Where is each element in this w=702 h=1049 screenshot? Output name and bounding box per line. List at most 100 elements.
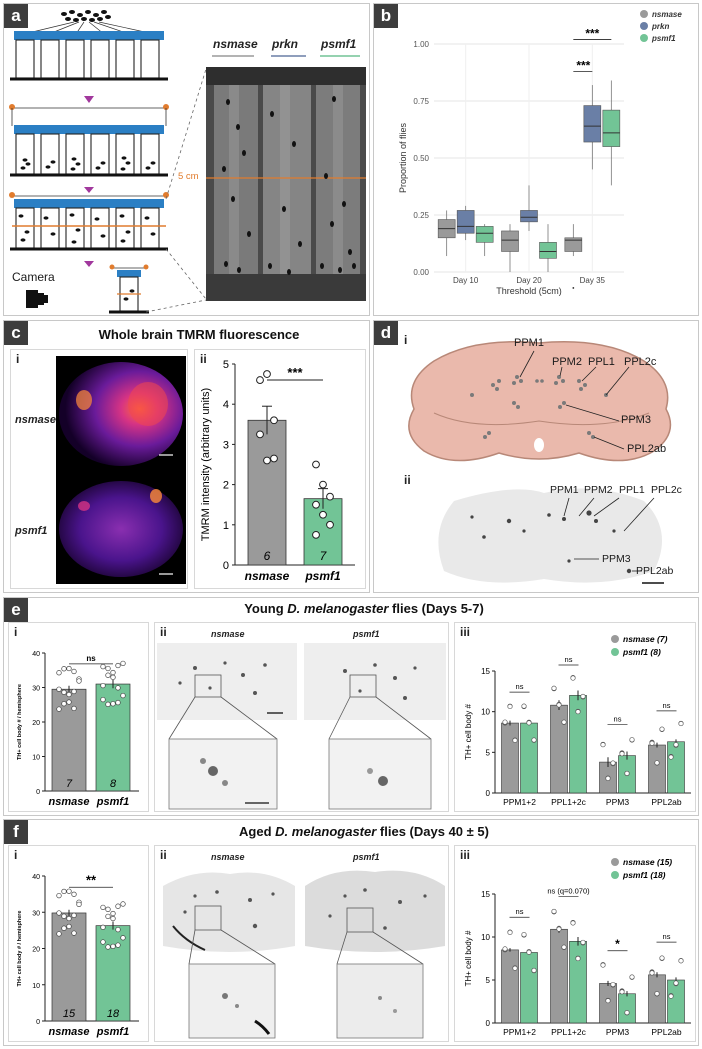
data-point (66, 888, 72, 894)
sig-label: ns (663, 932, 671, 941)
bar-chart-tmrm: 0 1 2 3 4 5 TMRM intensity (arbitrary units) 6 n… (200, 359, 355, 583)
data-point (115, 926, 121, 933)
x-tick-label: nsmase (49, 796, 90, 808)
legend-marker (611, 635, 619, 643)
x-tick-label: psmf1 (304, 569, 341, 583)
x-tick-label: psmf1 (96, 796, 129, 808)
data-point (270, 454, 278, 463)
sig-label: ns (663, 701, 671, 710)
bar-chart-th-clusters-young: 0 5 10 15 TH+ cell body # PPM1+2 ns PPL1+2c ns PP… (464, 634, 691, 807)
legend-marker (640, 10, 648, 18)
data-point (624, 770, 630, 776)
data-point (624, 1010, 630, 1016)
data-point (561, 719, 567, 725)
data-point (56, 706, 62, 712)
box-psmf1-1 (539, 242, 557, 259)
y-tick-label: 30 (32, 686, 40, 693)
bar-nsmase (247, 419, 287, 566)
data-point (319, 510, 327, 519)
single-tube (109, 264, 149, 314)
data-point (105, 944, 111, 950)
y-tick-label: 10 (32, 983, 40, 990)
legend-marker (640, 34, 648, 42)
data-point (556, 926, 562, 932)
y-tick-label: 1.00 (413, 40, 429, 49)
data-point (66, 923, 72, 930)
box-prkn-2 (583, 105, 602, 143)
data-point (619, 989, 625, 995)
fly-assay-schematic (9, 10, 366, 314)
sig-label: ns (q=0.070) (547, 887, 590, 896)
data-point (502, 946, 508, 952)
panel-f-title: Aged D. melanogaster flies (Days 40 ± 5) (34, 824, 694, 839)
data-point (556, 702, 562, 708)
panel-f-i: i 0 10 20 30 40 TH+ cell body # / hemisphere 1… (8, 845, 149, 1042)
panel-c-i: i nsmase psmf1 (10, 349, 188, 589)
outlier-point (572, 287, 575, 289)
x-tick-label: PPL2ab (651, 797, 682, 807)
tube-rack-1 (10, 31, 168, 81)
x-tick-label: Day 20 (516, 276, 542, 285)
panel-e-iii-label: iii (460, 625, 471, 639)
data-point (526, 720, 532, 726)
data-point (71, 891, 77, 897)
panel-d-ii-label: ii (404, 473, 411, 487)
sig-label: ** (86, 872, 97, 887)
data-point (502, 719, 508, 725)
y-axis-title: TH+ cell body # / hemisphere (17, 684, 23, 760)
cluster-label-ppl2c-ii: PPL2c (651, 484, 682, 496)
y-tick-label: 20 (32, 947, 40, 954)
tube-rack-3 (9, 192, 169, 251)
x-tick-label: Day 35 (580, 276, 606, 285)
y-tick-label: 0 (223, 560, 229, 572)
panel-e-title-prefix: Young (244, 601, 288, 616)
y-tick-label: 0.50 (413, 154, 429, 163)
panel-f-iii: iii 0 5 10 15 TH+ cell body # PPM1+2 ns PPL1+2c… (454, 845, 696, 1042)
data-point (326, 492, 334, 501)
data-point (263, 370, 271, 378)
y-tick-label: 15 (481, 890, 490, 899)
data-point (551, 908, 557, 914)
data-point (115, 662, 121, 669)
data-point (678, 721, 684, 727)
data-point (561, 944, 567, 950)
micro-label-psmf1-aged: psmf1 (353, 852, 380, 862)
bar-psmf1 (95, 925, 131, 1022)
data-point (326, 520, 334, 529)
cluster-label-ppl1-ii: PPL1 (619, 484, 645, 496)
y-tick-label: 10 (481, 933, 490, 942)
panel-f-title-suffix: flies (Days 40 ± 5) (376, 824, 489, 839)
legend-label: nsmase (15) (623, 857, 672, 867)
data-point (120, 660, 126, 667)
data-point (521, 703, 527, 709)
data-point (263, 456, 271, 465)
micro-label-nsmase-aged: nsmase (211, 852, 245, 862)
y-tick-label: 15 (481, 667, 490, 676)
data-point (56, 892, 62, 899)
x-tick-label: PPL1+2c (551, 797, 586, 807)
data-point (105, 906, 111, 912)
data-point (312, 460, 320, 469)
y-tick-label: 0 (36, 1019, 40, 1026)
legend-label: psmf1 (8) (622, 647, 661, 657)
data-point (66, 691, 72, 698)
panel-e-i: i 0 10 20 30 40 TH+ cell body # / hemisphere 7… (8, 622, 149, 812)
x-tick-label: PPL2ab (651, 1027, 682, 1037)
cluster-label-ppm3-i: PPM3 (621, 414, 651, 426)
x-tick-label: PPL1+2c (551, 1027, 586, 1037)
data-point (110, 701, 116, 707)
panel-f-title-prefix: Aged (239, 824, 276, 839)
data-point (120, 692, 126, 699)
n-label: 18 (107, 1008, 120, 1020)
data-point (507, 929, 513, 935)
brain-schematic (408, 341, 672, 462)
panel-e-title-suffix: flies (Days 5-7) (388, 601, 484, 616)
data-point (61, 689, 67, 695)
cluster-label-ppm2-ii: PPM2 (584, 484, 613, 496)
legend-label: prkn (651, 22, 669, 31)
data-point (71, 668, 77, 675)
tube-rack-2 (9, 104, 169, 177)
panel-f-label: f (4, 820, 28, 844)
box-nsmase-2 (564, 237, 583, 252)
data-point (61, 913, 67, 919)
